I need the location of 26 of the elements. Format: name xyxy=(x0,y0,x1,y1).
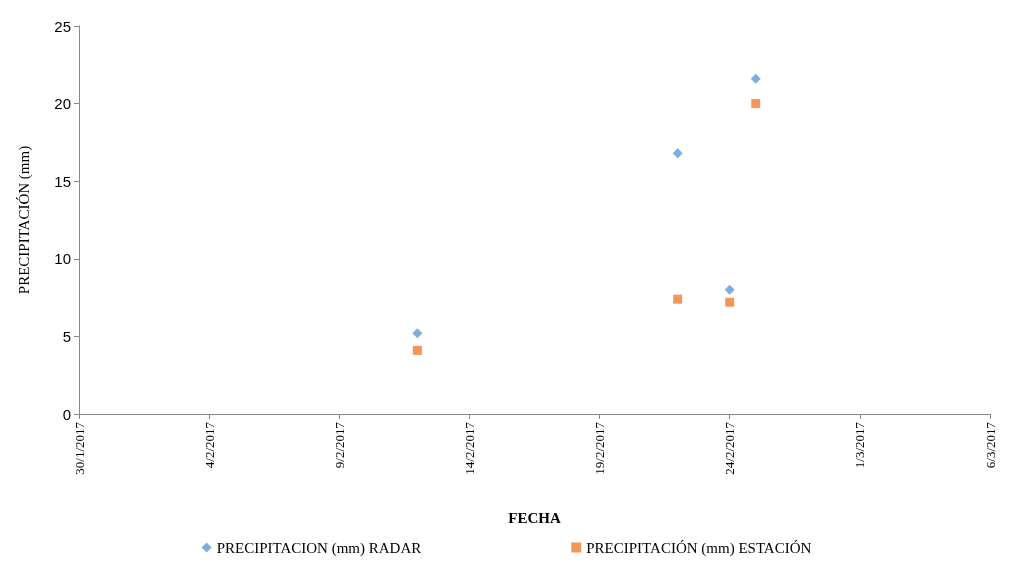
y-tick-label: 5 xyxy=(62,327,71,345)
point xyxy=(724,284,735,295)
y-tick-label: 10 xyxy=(54,250,71,268)
point xyxy=(751,99,761,109)
y-tick-label: 15 xyxy=(54,172,71,190)
x-tick-label: 1/3/2017 xyxy=(852,421,868,469)
x-tick-label: 4/2/2017 xyxy=(201,421,217,469)
point xyxy=(672,148,683,159)
x-tick-label: 30/1/2017 xyxy=(71,421,87,475)
y-tick-label: 20 xyxy=(54,95,71,113)
legend-label: PRECIPITACION (mm) RADAR xyxy=(216,539,422,557)
x-tick-label: 24/2/2017 xyxy=(722,421,738,475)
x-tick-label: 9/2/2017 xyxy=(331,421,347,469)
x-tick-label: 14/2/2017 xyxy=(461,421,477,475)
x-axis-title: FECHA xyxy=(508,509,561,526)
x-tick-label: 19/2/2017 xyxy=(592,421,608,475)
y-tick-label: 0 xyxy=(62,405,71,423)
point xyxy=(673,294,683,304)
point xyxy=(412,345,422,355)
point xyxy=(725,297,735,307)
legend-label: PRECIPITACIÓN (mm) ESTACIÓN xyxy=(586,539,812,557)
y-tick-label: 25 xyxy=(54,17,71,35)
point xyxy=(750,73,761,84)
point xyxy=(412,328,423,339)
x-tick-label: 6/3/2017 xyxy=(982,421,998,469)
y-axis-title: PRECIPITACIÓN (mm) xyxy=(15,145,33,295)
